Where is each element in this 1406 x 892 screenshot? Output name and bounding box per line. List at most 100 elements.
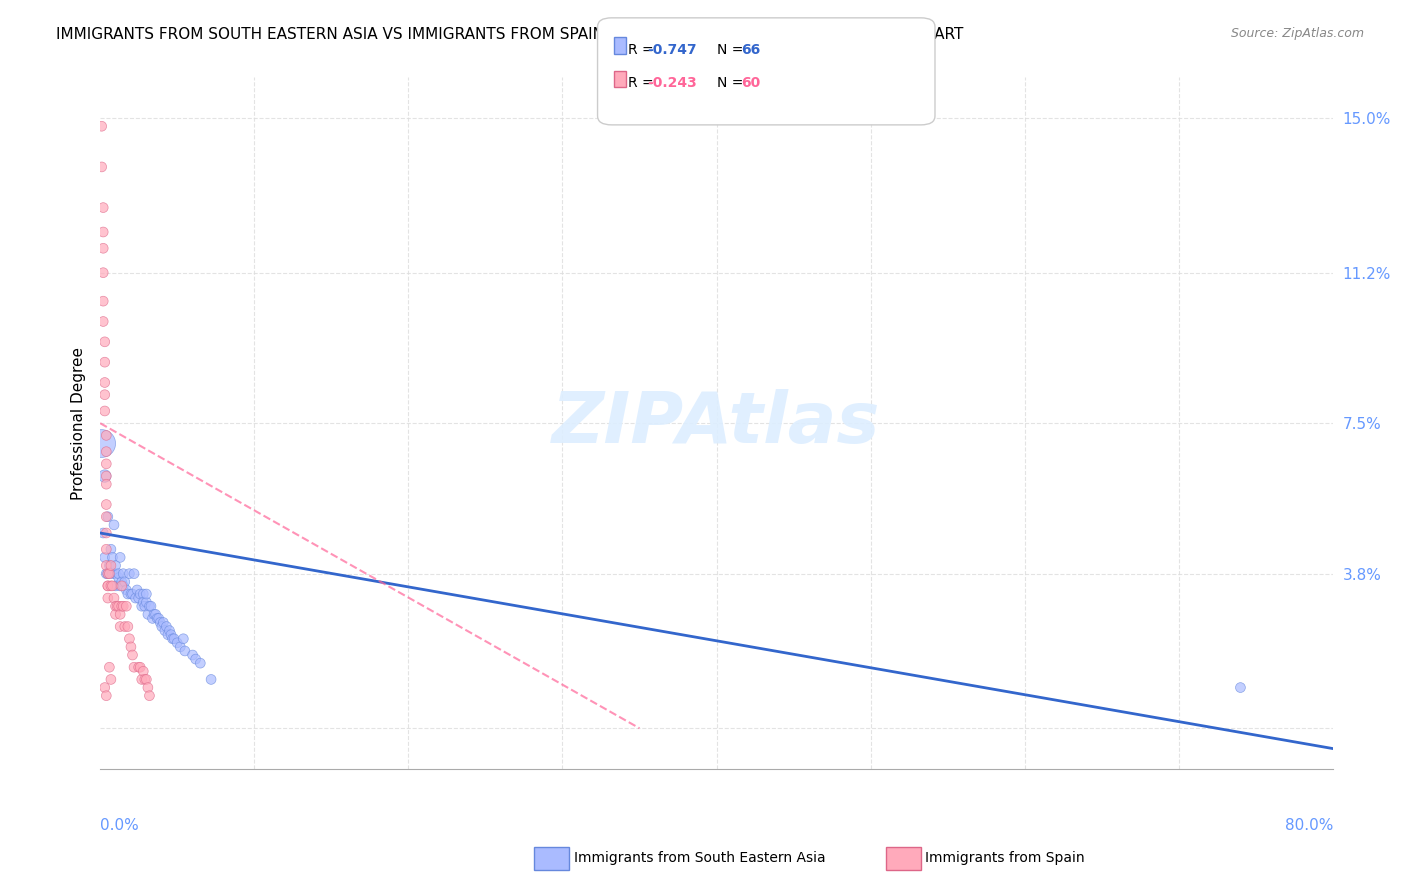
Text: ZIPAtlas: ZIPAtlas [553,389,880,458]
Point [127,582,149,597]
Point [169,640,191,654]
Point [97,579,120,593]
Point [98,558,121,573]
Point [91,526,114,541]
Text: Source: ZipAtlas.com: Source: ZipAtlas.com [1230,27,1364,40]
Point [1229,681,1251,695]
Point [152,615,174,630]
Point [104,558,127,573]
Point [128,591,150,605]
Point [107,571,129,585]
Point [91,314,114,328]
Point [101,550,124,565]
Point [150,619,173,633]
Point [91,294,114,309]
Point [96,469,118,483]
Point [149,615,172,630]
Point [131,599,153,614]
Point [129,660,152,674]
Point [97,579,120,593]
Point [111,574,134,589]
Point [97,591,120,605]
Point [117,587,139,601]
Text: N =: N = [717,76,748,90]
Point [96,444,118,458]
Point [96,526,118,541]
Point [162,632,184,646]
Point [94,469,117,483]
Point [108,550,131,565]
Point [112,599,135,614]
Point [135,673,157,687]
Point [103,591,125,605]
Point [111,579,134,593]
Point [108,619,131,633]
Point [128,660,150,674]
Text: IMMIGRANTS FROM SOUTH EASTERN ASIA VS IMMIGRANTS FROM SPAIN PROFESSIONAL DEGREE : IMMIGRANTS FROM SOUTH EASTERN ASIA VS IM… [56,27,963,42]
Point [96,542,118,557]
Point [159,624,181,638]
Point [103,517,125,532]
Point [122,660,145,674]
Point [104,599,127,614]
Point [139,599,162,614]
Point [97,566,120,581]
Point [117,619,139,633]
Point [96,457,118,471]
Point [105,599,128,614]
Point [121,587,143,601]
Point [94,334,117,349]
Point [100,558,122,573]
Point [129,587,152,601]
Point [134,599,156,614]
Point [97,509,120,524]
Point [120,640,142,654]
Point [132,587,155,601]
Point [96,558,118,573]
Text: Immigrants from South Eastern Asia: Immigrants from South Eastern Asia [574,851,825,865]
Point [153,624,176,638]
Point [173,644,195,658]
Point [141,611,163,625]
Point [107,599,129,614]
Point [96,689,118,703]
Point [91,241,114,255]
Point [94,376,117,390]
Point [135,595,157,609]
Point [104,607,127,622]
Point [90,436,112,450]
Point [136,681,159,695]
Point [132,665,155,679]
Point [96,509,118,524]
Point [166,636,188,650]
Point [200,673,222,687]
Point [132,595,155,609]
Point [100,542,122,557]
Point [120,587,142,601]
Point [136,607,159,622]
Point [155,619,177,633]
Point [138,689,160,703]
Point [94,681,117,695]
Point [134,673,156,687]
Point [135,587,157,601]
Point [115,582,138,597]
Point [90,120,112,134]
Point [91,266,114,280]
Point [98,566,121,581]
Point [122,566,145,581]
Point [90,160,112,174]
Point [94,550,117,565]
Text: R =: R = [628,43,658,57]
Point [94,355,117,369]
Point [160,628,183,642]
Text: -0.243: -0.243 [647,76,696,90]
Point [163,632,186,646]
Point [146,611,169,625]
Point [101,579,124,593]
Point [131,673,153,687]
Point [115,599,138,614]
Point [112,566,135,581]
Point [148,611,170,625]
Point [111,599,134,614]
